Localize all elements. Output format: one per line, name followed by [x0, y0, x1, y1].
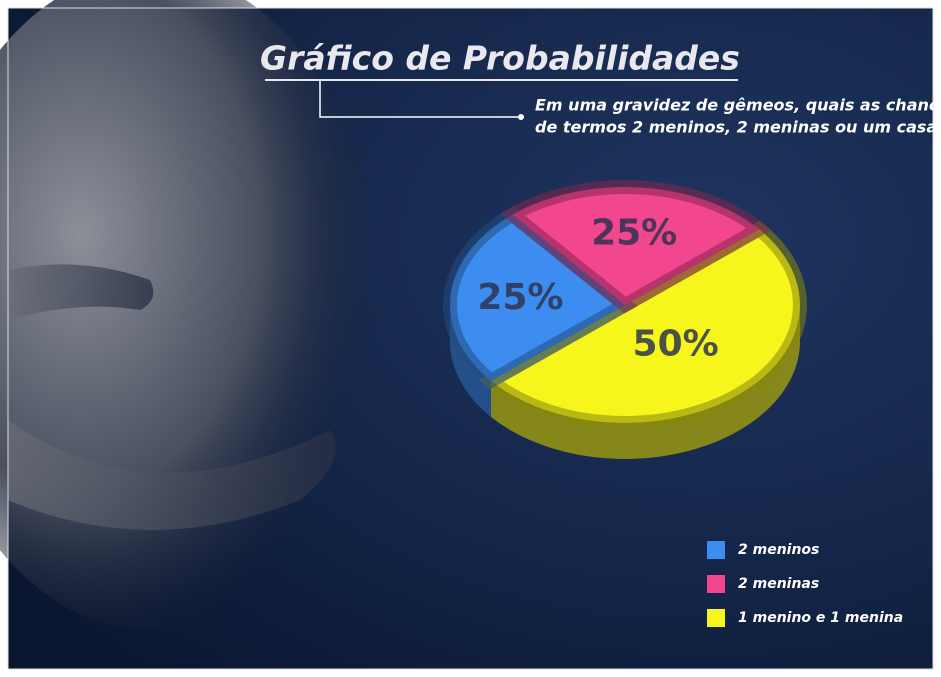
frame	[7, 7, 934, 670]
subtitle: Em uma gravidez de gêmeos, quais as chan…	[535, 96, 941, 115]
hand-image	[8, 420, 336, 530]
legend-swatch	[707, 541, 725, 559]
legend-swatch	[707, 575, 725, 593]
value-label: 50%	[633, 324, 719, 365]
legend-label: 2 meninas	[738, 576, 819, 592]
subtitle: de termos 2 meninos, 2 meninas ou um cas…	[535, 118, 941, 137]
pie-slice	[500, 180, 772, 314]
pie-slice	[478, 220, 807, 430]
legend-label: 1 menino e 1 menina	[738, 610, 903, 626]
connector-dot	[518, 114, 524, 120]
hand-image	[8, 264, 154, 320]
chart-title: Gráfico de Probabilidades	[260, 39, 740, 78]
pie-slice	[443, 206, 638, 390]
value-label: 25%	[591, 212, 677, 253]
value-label: 25%	[477, 277, 563, 318]
legend-swatch	[707, 609, 725, 627]
legend-label: 2 meninos	[738, 542, 819, 558]
connector	[319, 80, 518, 118]
